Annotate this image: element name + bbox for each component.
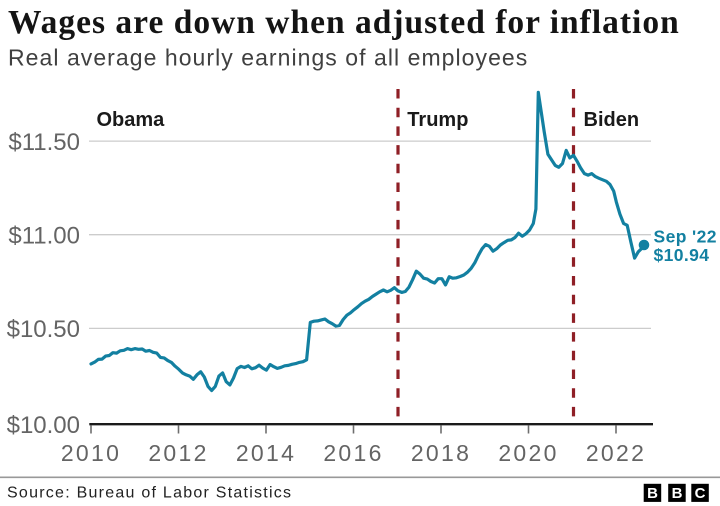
svg-text:2014: 2014 [236, 440, 296, 466]
svg-text:Biden: Biden [584, 109, 640, 131]
svg-text:Real average hourly earnings o: Real average hourly earnings of all empl… [8, 45, 528, 71]
svg-text:2010: 2010 [61, 440, 121, 466]
svg-text:Source: Bureau of Labor Statis: Source: Bureau of Labor Statistics [7, 485, 292, 502]
svg-text:B: B [672, 485, 683, 502]
svg-text:B: B [647, 485, 658, 502]
svg-text:2020: 2020 [498, 440, 558, 466]
svg-text:C: C [695, 485, 706, 502]
svg-text:$10.00: $10.00 [7, 412, 80, 439]
svg-text:$11.50: $11.50 [8, 129, 80, 156]
svg-text:2016: 2016 [323, 440, 383, 466]
svg-text:$11.00: $11.00 [8, 222, 80, 249]
svg-text:2022: 2022 [586, 440, 646, 466]
svg-text:$10.94: $10.94 [654, 245, 710, 265]
svg-text:$10.50: $10.50 [7, 316, 80, 343]
svg-text:Sep '22: Sep '22 [654, 226, 717, 246]
svg-text:Obama: Obama [97, 109, 166, 131]
svg-text:2012: 2012 [148, 440, 208, 466]
svg-text:Trump: Trump [407, 109, 468, 131]
svg-text:2018: 2018 [411, 440, 471, 466]
svg-text:Wages are down when adjusted f: Wages are down when adjusted for inflati… [8, 4, 680, 41]
